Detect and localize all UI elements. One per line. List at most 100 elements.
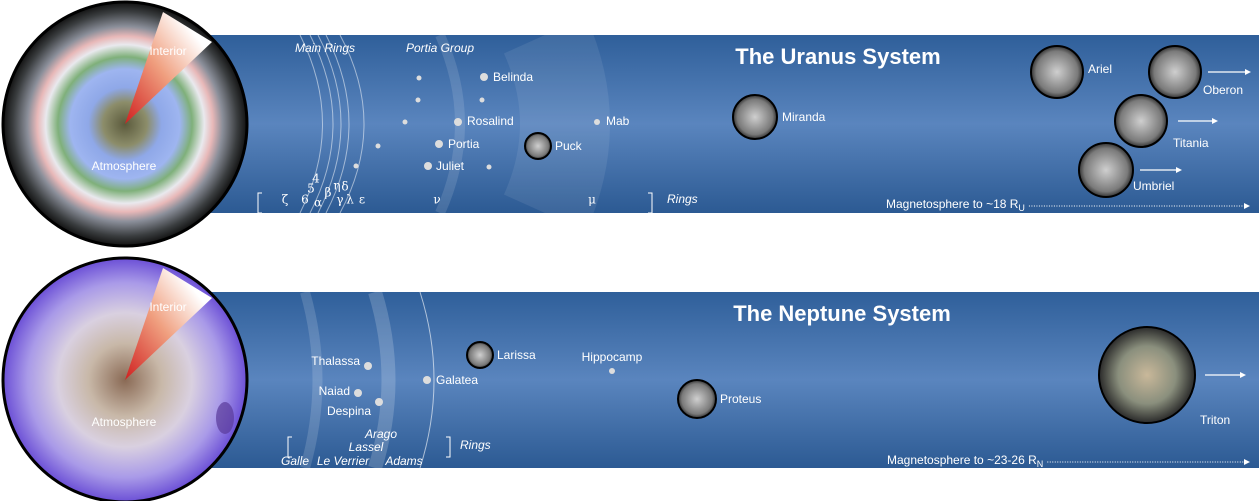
ring-label: β [325,186,332,200]
moon [1148,45,1202,99]
moon-label: Rosalind [467,114,514,128]
ring-label: 4 [312,172,320,186]
bracket [287,436,292,458]
interior-wedge [125,268,212,380]
moon-label: Despina [327,404,371,418]
ring-label: ν [433,193,440,207]
moon [1030,45,1084,99]
atmosphere-label: Atmosphere [92,159,157,173]
magnetosphere-subscript: U [1018,203,1025,213]
neptune [1,256,249,501]
bracket [257,192,262,214]
moon-label: Ariel [1088,62,1112,76]
moon [1078,142,1134,198]
arrow-head [1212,118,1218,124]
moon [375,398,383,406]
system-labels: The Uranus System Interior Atmosphere Main … [92,41,1251,214]
moon-label: Proteus [720,392,761,406]
system-title: The Neptune System [733,301,951,326]
moon-label: Oberon [1203,83,1243,97]
group-label: Main Rings [295,41,355,55]
arrow-head [1244,203,1250,209]
ring-label: γ [336,193,343,207]
moon [423,376,431,384]
neptune-panel [1,256,1259,501]
ring-label: α [314,196,322,210]
moon-label: Umbriel [1133,179,1174,193]
interior-label: Interior [149,44,186,58]
ring-arcs [300,289,435,471]
moon [594,119,600,125]
moon-label: Naiad [319,384,350,398]
ring-label: ε [359,193,365,207]
moon [1114,94,1168,148]
bracket [648,192,653,214]
moon [609,368,615,374]
moon-label: Juliet [436,159,465,173]
arrow-head [1244,459,1250,465]
moonlet [415,97,421,103]
moon-label: Portia [448,137,480,151]
moonlet [353,163,359,169]
moon [1098,326,1196,424]
moon [480,73,488,81]
magnetosphere-text: Magnetosphere to ~23-26 R [887,453,1037,467]
ring-label: ζ [282,193,289,207]
magnetosphere-label: Magnetosphere to ~18 RU [886,197,1025,213]
arrow-head [1245,69,1251,75]
moon-label: Galatea [436,373,478,387]
ring-label: δ [341,180,348,194]
ring-label: Galle [281,454,309,468]
ring-label: Lassel [349,440,384,454]
ring-label: Le Verrier [317,454,370,468]
system-title: The Uranus System [735,44,940,69]
group-label: Portia Group [406,41,474,55]
moon [524,132,552,160]
moon-label: Titania [1173,136,1209,150]
moon [354,389,362,397]
moon [732,94,778,140]
moonlet [479,97,485,103]
moonlet [375,143,381,149]
moon [454,118,462,126]
bracket [446,436,451,458]
ring-label: Adams [384,454,422,468]
moon [364,362,372,370]
atmosphere-label: Atmosphere [92,415,157,429]
ring-label: 6 [301,193,309,207]
ring-label: 5 [307,182,315,196]
system-labels: The Neptune System Interior Atmosphere Thal… [92,300,1250,469]
moon-label: Larissa [497,348,536,362]
magnetosphere-label: Magnetosphere to ~23-26 RN [887,453,1043,469]
uranus-panel [1,0,1259,248]
moon-label: Puck [555,139,583,153]
ring-label: μ [588,193,596,207]
rings-label: Rings [460,438,491,452]
magnetosphere-text: Magnetosphere to ~18 R [886,197,1019,211]
moon [435,140,443,148]
moon-label: Miranda [782,110,826,124]
interior-label: Interior [149,300,186,314]
moonlet [486,164,492,170]
band [200,292,1259,468]
ring-label: Arago [364,427,397,441]
moon-label: Belinda [493,70,533,84]
moon [466,341,494,369]
moon-label: Thalassa [311,354,360,368]
magnetosphere-subscript: N [1037,459,1044,469]
dark-spot [216,402,234,434]
moonlet [416,75,422,81]
moon [424,162,432,170]
moon [677,379,717,419]
moon-label: Hippocamp [582,350,643,364]
arrow-head [1240,372,1246,378]
arrow-head [1176,167,1182,173]
moon-label: Triton [1200,413,1230,427]
moonlet [402,119,408,125]
moon-label: Mab [606,114,630,128]
ring-label: λ [346,193,354,207]
interior-wedge [125,12,212,124]
rings-label: Rings [667,192,698,206]
ring-label: η [333,179,340,193]
